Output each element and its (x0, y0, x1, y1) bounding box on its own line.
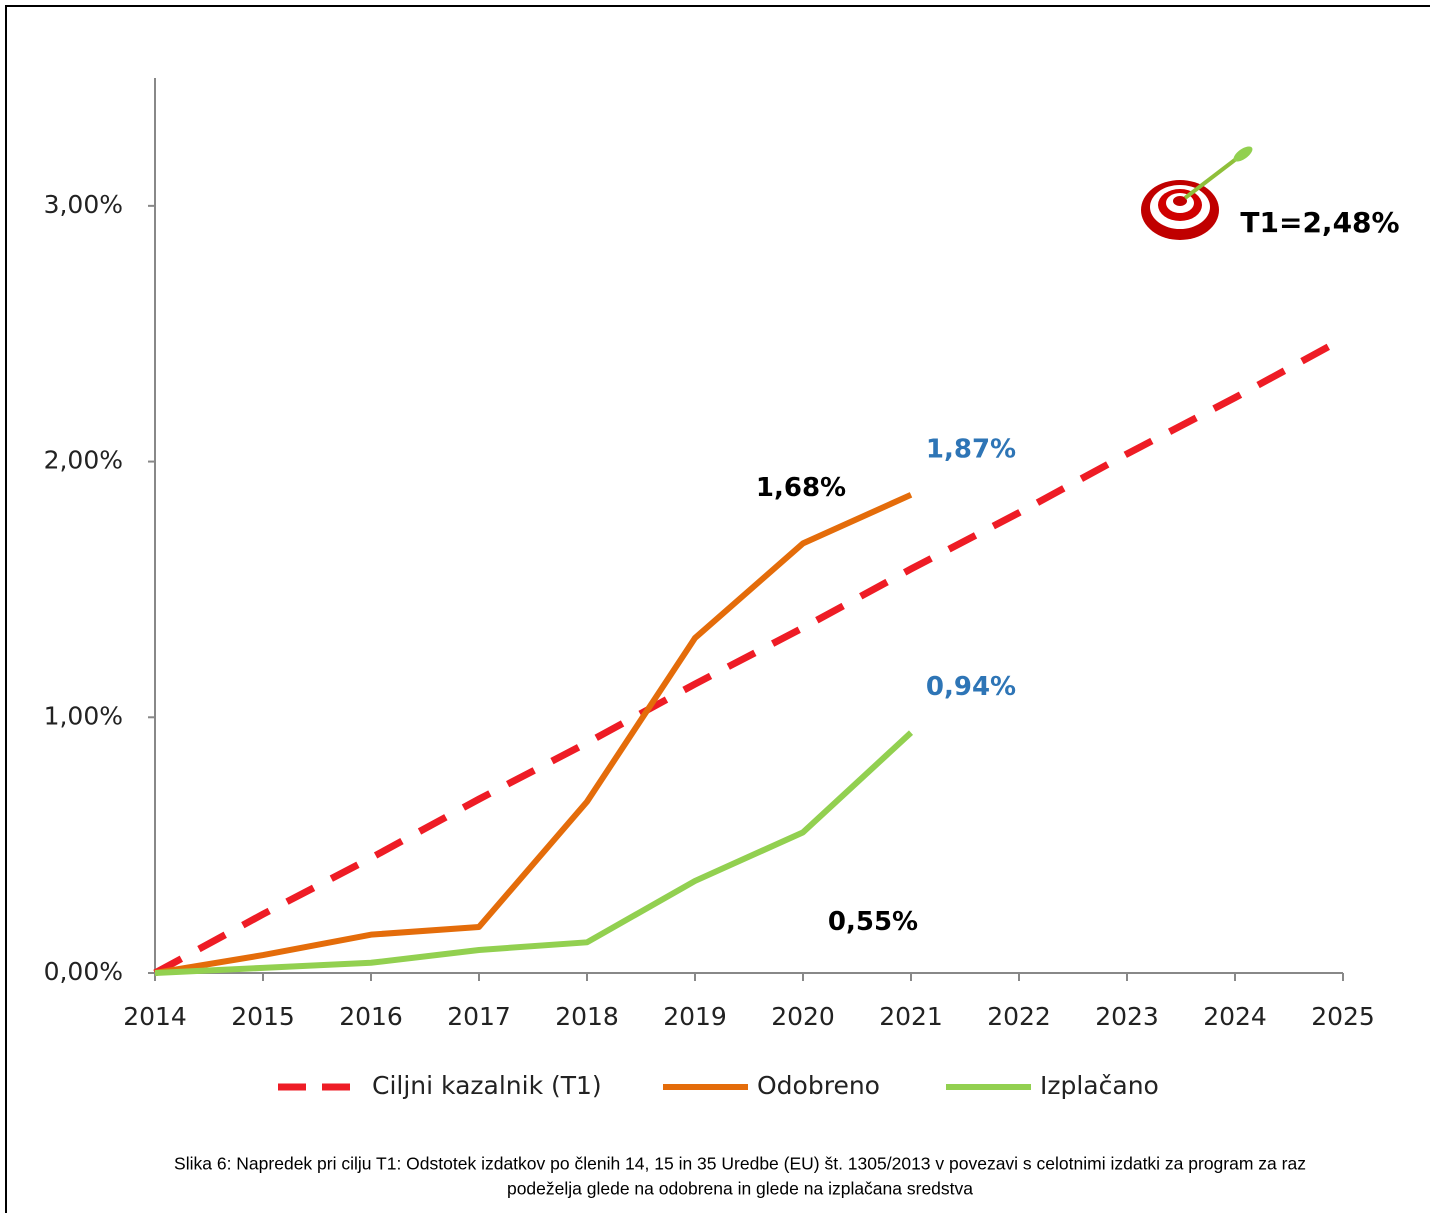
y-tick-label: 2,00% (44, 446, 123, 475)
legend-label: Odobreno (757, 1071, 880, 1100)
x-tick-label: 2023 (1095, 1002, 1159, 1031)
series-line (155, 495, 911, 973)
y-tick-label: 0,00% (44, 957, 123, 986)
x-tick-label: 2018 (555, 1002, 619, 1031)
data-label: 0,94% (926, 672, 1016, 702)
target-icon (1141, 144, 1255, 240)
series-line (155, 339, 1343, 973)
x-tick-label: 2025 (1311, 1002, 1375, 1031)
chart: T1=2,48% Slika 6: Napredek pri cilju T1:… (0, 0, 1430, 1213)
y-tick-label: 3,00% (44, 190, 123, 219)
caption: podeželja glede na odobrena in glede na … (507, 1179, 973, 1199)
x-tick-label: 2015 (231, 1002, 295, 1031)
data-label: 1,87% (926, 434, 1016, 464)
x-tick-label: 2016 (339, 1002, 403, 1031)
caption: Slika 6: Napredek pri cilju T1: Odstotek… (174, 1154, 1306, 1174)
x-tick-label: 2014 (123, 1002, 187, 1031)
x-tick-label: 2024 (1203, 1002, 1267, 1031)
x-tick-label: 2020 (771, 1002, 835, 1031)
x-tick-label: 2019 (663, 1002, 727, 1031)
legend-label: Izplačano (1040, 1071, 1159, 1100)
x-tick-label: 2017 (447, 1002, 511, 1031)
legend-label: Ciljni kazalnik (T1) (372, 1071, 602, 1100)
x-tick-label: 2021 (879, 1002, 943, 1031)
x-tick-label: 2022 (987, 1002, 1051, 1031)
frame (6, 6, 1430, 1213)
y-tick-label: 1,00% (44, 701, 123, 730)
annotation: T1=2,48% (1240, 206, 1399, 239)
data-label: 1,68% (756, 473, 846, 503)
data-label: 0,55% (828, 907, 918, 937)
